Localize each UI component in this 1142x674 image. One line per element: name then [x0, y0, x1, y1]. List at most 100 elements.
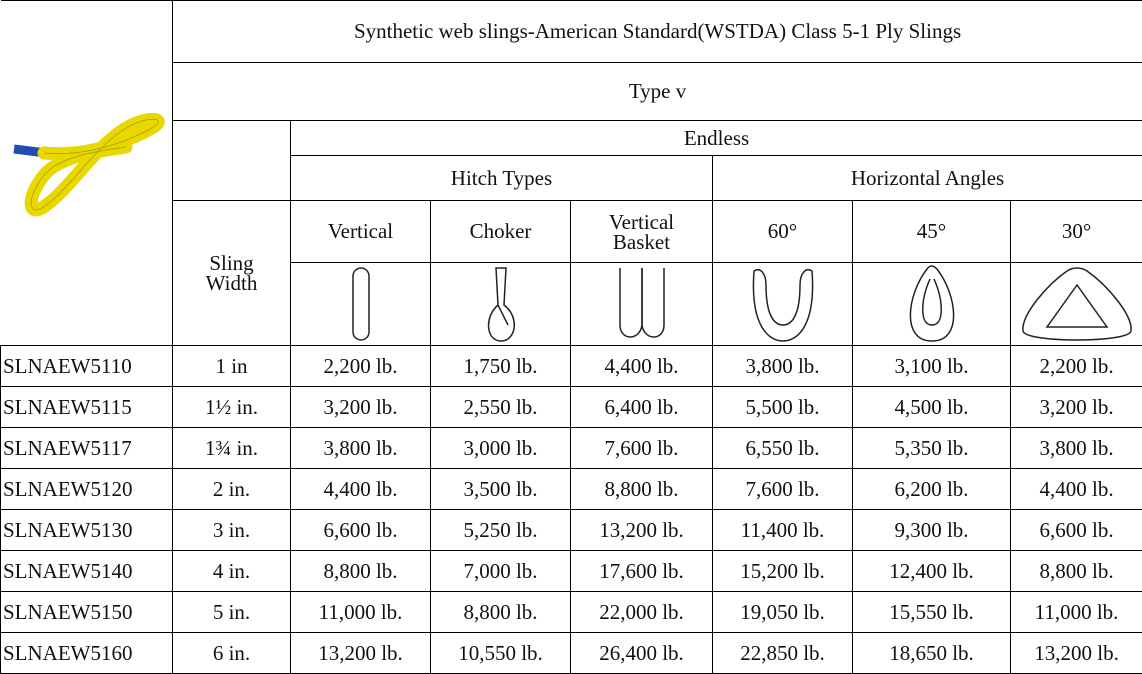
capacity: 2,550 lb.: [431, 387, 571, 428]
icon-cell: [431, 263, 571, 346]
icon-cell: [291, 263, 431, 346]
angle-45-icon: [897, 265, 967, 343]
product-image-cell: [1, 1, 173, 346]
sling-width: 2 in.: [173, 469, 291, 510]
sling-width: 1½ in.: [173, 387, 291, 428]
column-header: Vertical: [291, 201, 431, 263]
blank-cell: [173, 121, 291, 201]
capacity: 18,650 lb.: [853, 633, 1011, 674]
product-code: SLNAEW5110: [1, 346, 173, 387]
endless-label: Endless: [291, 121, 1142, 156]
column-header: Vertical Basket: [571, 201, 713, 263]
capacity: 8,800 lb.: [291, 551, 431, 592]
product-code: SLNAEW5140: [1, 551, 173, 592]
product-code: SLNAEW5117: [1, 428, 173, 469]
capacity: 3,200 lb.: [1011, 387, 1142, 428]
icon-cell: [1011, 263, 1142, 346]
capacity: 22,000 lb.: [571, 592, 713, 633]
capacity: 8,800 lb.: [431, 592, 571, 633]
capacity: 13,200 lb.: [291, 633, 431, 674]
capacity: 13,200 lb.: [1011, 633, 1142, 674]
product-code: SLNAEW5150: [1, 592, 173, 633]
capacity: 3,000 lb.: [431, 428, 571, 469]
column-header: 60°: [713, 201, 853, 263]
product-code: SLNAEW5120: [1, 469, 173, 510]
angle-60-icon: [748, 265, 818, 343]
capacity: 4,500 lb.: [853, 387, 1011, 428]
sling-width: 1 in: [173, 346, 291, 387]
column-header: Choker: [431, 201, 571, 263]
capacity: 3,500 lb.: [431, 469, 571, 510]
sling-width-label: Sling Width: [173, 201, 291, 346]
capacity: 6,550 lb.: [713, 428, 853, 469]
hitch-types-label: Hitch Types: [291, 156, 713, 201]
capacity: 6,400 lb.: [571, 387, 713, 428]
icon-cell: [571, 263, 713, 346]
sling-width: 5 in.: [173, 592, 291, 633]
capacity: 5,500 lb.: [713, 387, 853, 428]
capacity: 2,200 lb.: [291, 346, 431, 387]
capacity: 1,750 lb.: [431, 346, 571, 387]
capacity: 3,100 lb.: [853, 346, 1011, 387]
capacity: 8,800 lb.: [1011, 551, 1142, 592]
capacity: 3,800 lb.: [713, 346, 853, 387]
product-code: SLNAEW5115: [1, 387, 173, 428]
capacity: 6,600 lb.: [1011, 510, 1142, 551]
capacity: 4,400 lb.: [1011, 469, 1142, 510]
capacity: 11,400 lb.: [713, 510, 853, 551]
capacity: 5,250 lb.: [431, 510, 571, 551]
capacity: 5,350 lb.: [853, 428, 1011, 469]
capacity: 26,400 lb.: [571, 633, 713, 674]
sling-table: Synthetic web slings-American Standard(W…: [0, 0, 1142, 674]
capacity: 17,600 lb.: [571, 551, 713, 592]
product-code: SLNAEW5130: [1, 510, 173, 551]
column-header: 30°: [1011, 201, 1142, 263]
capacity: 4,400 lb.: [291, 469, 431, 510]
sling-width: 6 in.: [173, 633, 291, 674]
basket-icon: [612, 265, 672, 343]
capacity: 6,200 lb.: [853, 469, 1011, 510]
capacity: 11,000 lb.: [1011, 592, 1142, 633]
table-title: Synthetic web slings-American Standard(W…: [173, 1, 1142, 63]
sling-width: 1¾ in.: [173, 428, 291, 469]
capacity: 3,800 lb.: [1011, 428, 1142, 469]
capacity: 3,800 lb.: [291, 428, 431, 469]
capacity: 2,200 lb.: [1011, 346, 1142, 387]
capacity: 6,600 lb.: [291, 510, 431, 551]
capacity: 9,300 lb.: [853, 510, 1011, 551]
vertical-icon: [341, 265, 381, 343]
type-label: Type v: [173, 63, 1142, 121]
capacity: 15,200 lb.: [713, 551, 853, 592]
page: {"table": { "title": "Synthetic web slin…: [0, 0, 1142, 674]
capacity: 11,000 lb.: [291, 592, 431, 633]
capacity: 12,400 lb.: [853, 551, 1011, 592]
capacity: 8,800 lb.: [571, 469, 713, 510]
icon-cell: [853, 263, 1011, 346]
capacity: 10,550 lb.: [431, 633, 571, 674]
capacity: 13,200 lb.: [571, 510, 713, 551]
capacity: 15,550 lb.: [853, 592, 1011, 633]
capacity: 19,050 lb.: [713, 592, 853, 633]
capacity: 4,400 lb.: [571, 346, 713, 387]
capacity: 7,000 lb.: [431, 551, 571, 592]
sling-width: 4 in.: [173, 551, 291, 592]
product-code: SLNAEW5160: [1, 633, 173, 674]
column-header: 45°: [853, 201, 1011, 263]
capacity: 7,600 lb.: [713, 469, 853, 510]
choker-icon: [476, 265, 526, 343]
capacity: 7,600 lb.: [571, 428, 713, 469]
capacity: 3,200 lb.: [291, 387, 431, 428]
angle-30-icon: [1017, 265, 1137, 343]
horizontal-angles-label: Horizontal Angles: [713, 156, 1142, 201]
icon-cell: [713, 263, 853, 346]
capacity: 22,850 lb.: [713, 633, 853, 674]
sling-image: [6, 113, 166, 233]
